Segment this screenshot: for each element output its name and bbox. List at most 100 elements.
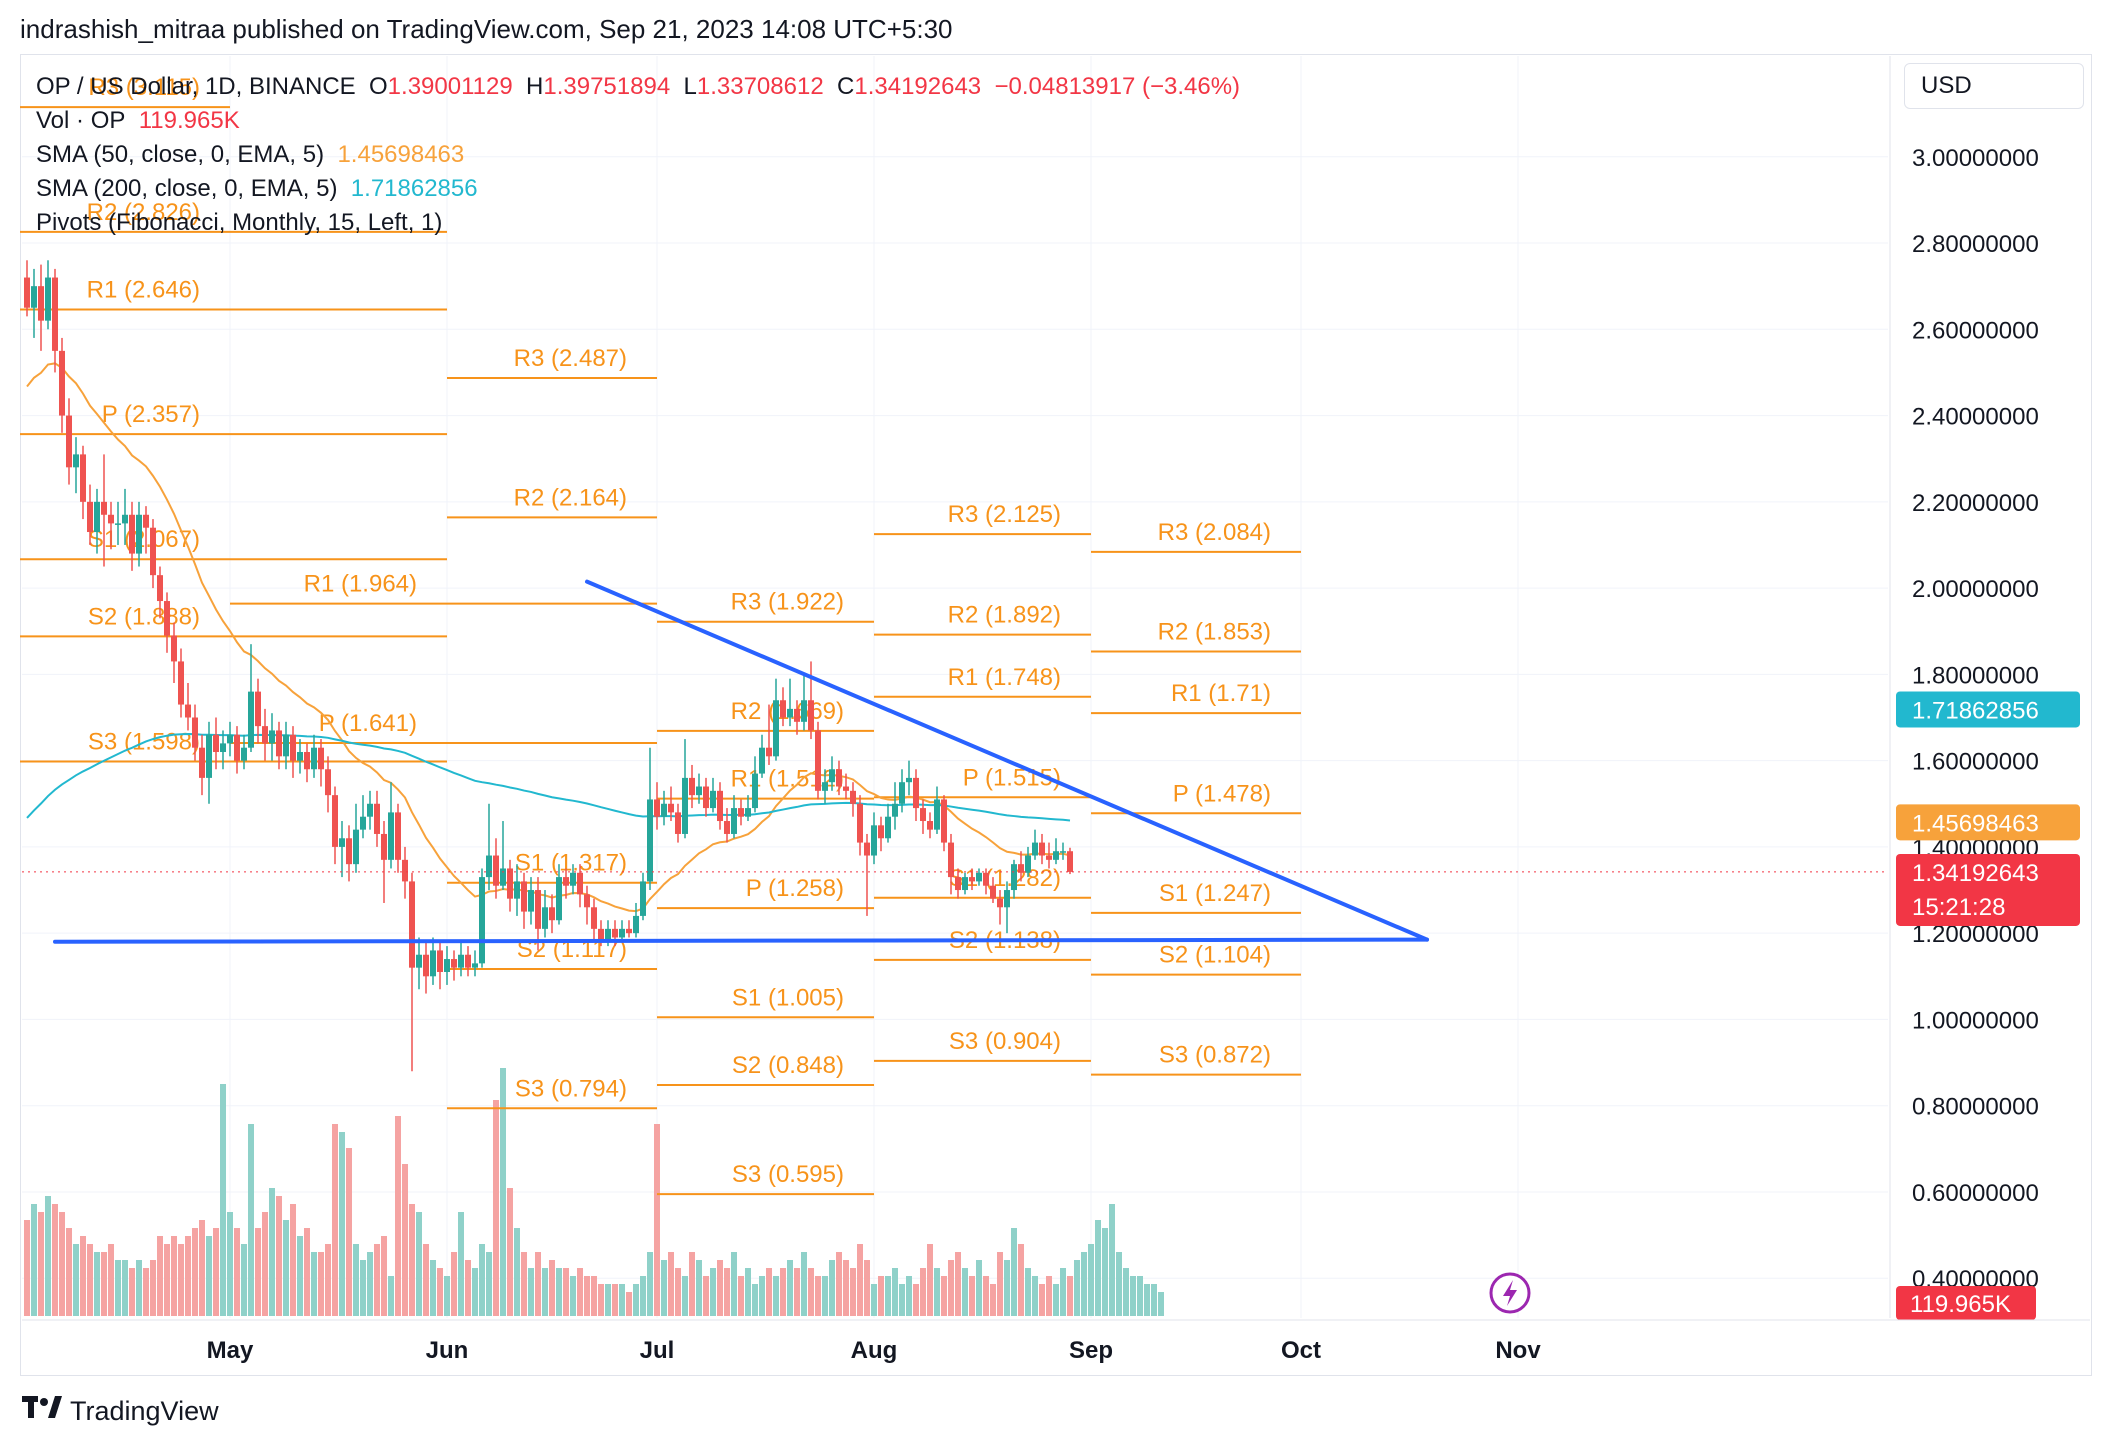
currency-selector[interactable]: USD [1904,63,2084,109]
candle-body [444,959,450,972]
volume-bar [542,1268,548,1316]
candle-body [871,825,877,856]
volume-bar [1025,1268,1031,1316]
volume-bar [101,1252,107,1316]
candle-body [395,812,401,860]
volume-bar [633,1284,639,1316]
volume-bar [1074,1260,1080,1316]
candle-body [451,959,457,968]
pivot-label-r3: R3 (2.487) [514,345,627,372]
candle-body [612,928,618,938]
price-tick-label: 0.80000000 [1912,1094,2039,1121]
volume-bar [500,1068,506,1316]
volume-bar [241,1244,247,1316]
pivot-label-p: P (1.478) [1173,780,1271,807]
volume-bar [920,1268,926,1316]
volume-bar [367,1252,373,1316]
candle-body [997,898,1003,908]
volume-bar [983,1276,989,1316]
trendlines [53,579,1429,944]
candle-body [633,915,639,934]
candle-body [1046,855,1052,860]
volume-bar [115,1260,121,1316]
candle-body [878,825,884,839]
high-label: H [526,73,544,100]
candle-body [402,859,408,882]
candle-body [794,708,800,722]
price-tick-label: 1.80000000 [1912,662,2039,689]
volume-bar [535,1252,541,1316]
sma50-value: 1.45698463 [337,141,465,168]
candle-body [542,907,548,929]
pivot-label-s2: S2 (1.888) [88,603,200,630]
pivot-label-s1: S1 (1.247) [1159,880,1271,907]
volume-bar [815,1276,821,1316]
volume-bar [1130,1276,1136,1316]
volume-bar [171,1236,177,1316]
candle-body [682,777,688,834]
candle-body [136,514,142,554]
volume-bar [1095,1220,1101,1316]
time-tick-label: Oct [1281,1337,1321,1364]
chart-frame [20,54,2092,1376]
volume-bar [1039,1284,1045,1316]
legend-sma50-row[interactable]: SMA (50, close, 0, EMA, 5) 1.45698463 [36,138,1240,172]
legend-volume-row[interactable]: Vol · OP 119.965K [36,104,1240,138]
volume-bar [976,1260,982,1316]
lightning-icon [1489,1272,1531,1314]
candle-body [941,799,947,843]
symbol-label[interactable]: OP / US Dollar, 1D, BINANCE [36,73,356,100]
candle-body [262,726,268,744]
pivot-label-s3: S3 (0.872) [1159,1042,1271,1069]
candle-body [255,691,261,727]
volume-bar [801,1252,807,1316]
volume-bar [955,1252,961,1316]
candle-body [913,777,919,809]
candle-body [80,454,86,502]
volume-bar [157,1236,163,1316]
candle-body [472,963,478,968]
candle-body [171,635,177,662]
candle-body [514,881,520,899]
low-value: 1.33708612 [696,73,824,100]
footer-brand[interactable]: TradingView [22,1394,219,1428]
sma50-label: SMA (50, close, 0, EMA, 5) [36,141,325,168]
change-value: −0.04813917 (−3.46%) [994,73,1241,100]
candle-body [1032,842,1038,856]
candle-body [66,415,72,468]
legend-pivots-row[interactable]: Pivots (Fibonacci, Monthly, 15, Left, 1) [36,206,1240,240]
volume-bar [164,1244,170,1316]
trendline-descending-resistance [585,579,1429,942]
legend-sma200-row[interactable]: SMA (200, close, 0, EMA, 5) 1.71862856 [36,172,1240,206]
volume-bar [1011,1228,1017,1316]
volume-bar [780,1268,786,1316]
candle-body [969,877,975,882]
volume-bar [507,1188,513,1316]
candle-body [374,803,380,834]
volume-bar [549,1260,555,1316]
candle-body [353,829,359,865]
trendline-horizontal-support [53,937,1429,944]
volume-bar [304,1228,310,1316]
volume-bar [199,1220,205,1316]
candle-body [773,700,779,757]
volume-bar [850,1268,856,1316]
volume-bar [808,1268,814,1316]
volume-bar [1067,1276,1073,1316]
volume-bar [710,1268,716,1316]
candle-body [780,700,786,718]
candle-body [864,842,870,856]
pivot-label-r2: R2 (1.853) [1158,619,1271,646]
volume-bar [437,1268,443,1316]
time-tick-label: May [207,1337,254,1364]
volume-bar [213,1228,219,1316]
candle-body [745,808,751,817]
candle-body [605,928,611,942]
price-tick-label: 1.00000000 [1912,1007,2039,1034]
volume-bar [969,1276,975,1316]
candle-body [787,708,793,718]
volume-bar [906,1276,912,1316]
volume-bar [1144,1284,1150,1316]
volume-bar [395,1116,401,1316]
